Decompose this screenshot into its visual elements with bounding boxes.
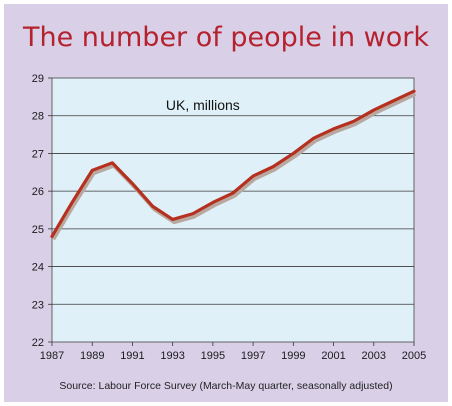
- chart-annotation: UK, millions: [166, 97, 240, 113]
- line-chart: 22 23 24 25 26 27 28 29 1987 1989 1991 1993 1995 199…: [32, 73, 426, 362]
- x-tick-label: 2005: [402, 350, 426, 362]
- x-tick-label: 1997: [241, 350, 265, 362]
- x-tick-label: 1993: [160, 350, 184, 362]
- x-tick-label: 2003: [362, 350, 386, 362]
- x-axis: 1987 1989 1991 1993 1995 1997 1999 2001 2003 2005: [40, 342, 426, 362]
- gridlines: [52, 115, 414, 305]
- x-tick-label: 2001: [321, 350, 345, 362]
- x-tick-label: 1999: [281, 350, 305, 362]
- source-note: Source: Labour Force Survey (March-May q…: [59, 380, 393, 392]
- y-tick-label: 22: [32, 337, 44, 349]
- series-line: [50, 89, 416, 238]
- x-tick-label: 1989: [80, 350, 104, 362]
- y-tick-label: 28: [32, 111, 44, 123]
- y-axis: 22 23 24 25 26 27 28 29: [32, 73, 52, 349]
- chart-title: The number of people in work: [22, 22, 429, 53]
- y-tick-label: 25: [32, 224, 44, 236]
- y-tick-label: 24: [32, 262, 44, 274]
- y-tick-label: 26: [32, 186, 44, 198]
- chart-frame: The number of people in work 22 23 24 25 26 2…: [4, 4, 448, 402]
- x-tick-label: 1995: [201, 350, 225, 362]
- x-tick-label: 1991: [120, 350, 144, 362]
- y-tick-label: 29: [32, 73, 44, 85]
- y-tick-label: 27: [32, 148, 44, 160]
- y-tick-label: 23: [32, 299, 44, 311]
- x-tick-label: 1987: [40, 350, 64, 362]
